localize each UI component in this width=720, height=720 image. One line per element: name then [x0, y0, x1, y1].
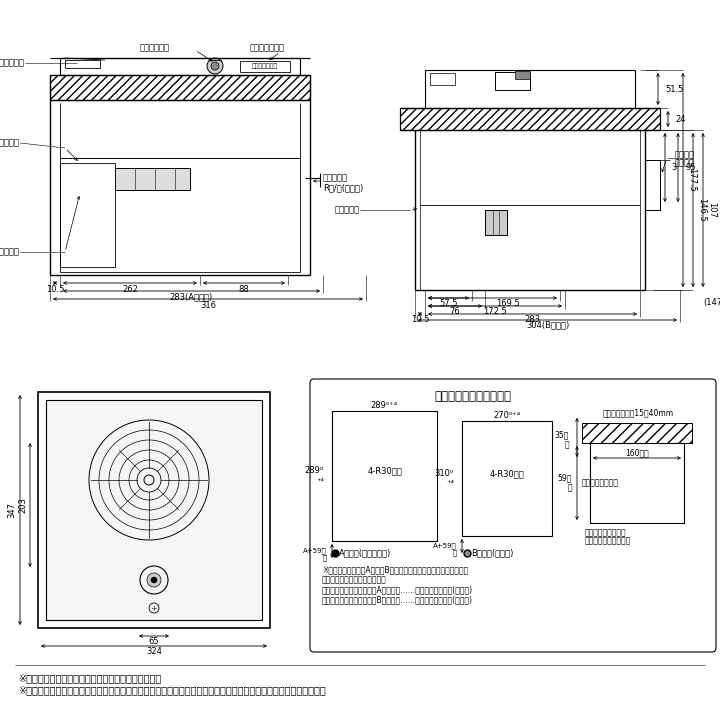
Text: 289⁰
⁺⁴: 289⁰ ⁺⁴ — [305, 467, 324, 486]
Text: 10.5: 10.5 — [46, 284, 64, 294]
Text: 88: 88 — [238, 284, 249, 294]
Circle shape — [151, 577, 157, 583]
Text: 本体案内板: 本体案内板 — [0, 138, 20, 148]
Text: 283(Aタイプ): 283(Aタイプ) — [170, 292, 213, 302]
Bar — [46, 400, 262, 620]
Text: Bタイプ(穴寸法): Bタイプ(穴寸法) — [471, 549, 513, 557]
Text: ワークトップ穴開け寸法: ワークトップ穴開け寸法 — [434, 390, 511, 403]
Text: 器具栓つまみ: 器具栓つまみ — [140, 43, 170, 53]
Bar — [65, 60, 100, 68]
Text: 4-R30以下: 4-R30以下 — [367, 467, 402, 475]
Bar — [495, 72, 530, 90]
Text: 95: 95 — [685, 163, 696, 172]
Text: 本体取付: 本体取付 — [675, 150, 695, 160]
FancyBboxPatch shape — [310, 379, 716, 652]
Text: 347: 347 — [7, 502, 16, 518]
Text: 316: 316 — [200, 300, 216, 310]
Bar — [240, 61, 290, 72]
Text: 304(Bタイプ): 304(Bタイプ) — [526, 320, 569, 330]
Text: 10.5: 10.5 — [411, 315, 429, 323]
Text: 35以
上: 35以 上 — [554, 431, 569, 450]
Text: 310⁰
⁺⁴: 310⁰ ⁺⁴ — [435, 469, 454, 488]
Bar — [332, 411, 437, 541]
Bar — [590, 443, 684, 523]
Text: 76: 76 — [449, 307, 460, 315]
Text: 温度センサー: 温度センサー — [0, 58, 25, 68]
Text: アングル: アングル — [675, 158, 695, 168]
Text: 24: 24 — [675, 114, 685, 124]
Text: 配置されていること。: 配置されていること。 — [585, 536, 631, 546]
Text: A+59以: A+59以 — [303, 548, 327, 554]
Bar — [645, 160, 660, 210]
Bar — [485, 210, 507, 235]
Text: 146.5: 146.5 — [697, 198, 706, 222]
Text: ※取替にあたって、AタイプBタイプのどちらでも設置が可能です。: ※取替にあたって、AタイプBタイプのどちらでも設置が可能です。 — [322, 565, 468, 575]
Text: ※本機器は防火性能評定品であり、周囲に可燃物がある場合は防火性能評定品ラベル内容に従って設置してください: ※本機器は防火性能評定品であり、周囲に可燃物がある場合は防火性能評定品ラベル内容… — [18, 685, 325, 695]
Text: A+59以: A+59以 — [433, 543, 457, 549]
Bar — [400, 108, 660, 130]
Text: (147): (147) — [703, 297, 720, 307]
Text: 270⁰⁺⁴: 270⁰⁺⁴ — [493, 412, 521, 420]
Bar — [515, 71, 530, 79]
Bar — [430, 73, 455, 85]
Text: 電池交換出来る様に: 電池交換出来る様に — [585, 528, 626, 538]
Text: ガス接続口: ガス接続口 — [323, 174, 348, 182]
Text: 172.5: 172.5 — [483, 307, 507, 315]
Text: 283: 283 — [524, 315, 541, 323]
Text: 324: 324 — [146, 647, 162, 657]
Text: 電池交換サイン: 電池交換サイン — [252, 63, 278, 69]
Text: Aタイプ(標準穴寸法): Aタイプ(標準穴寸法) — [339, 549, 391, 557]
Text: １ワークトップ穴開け寸法Aタイプ　……　左右各１ケ使用(計２ケ): １ワークトップ穴開け寸法Aタイプ …… 左右各１ケ使用(計２ケ) — [322, 585, 473, 595]
Text: 本体案内板の取付位置について: 本体案内板の取付位置について — [322, 575, 387, 585]
Text: 上: 上 — [453, 549, 457, 557]
Text: ２ワークトップ穴開け寸法Bタイプ　……　前後各１ケ使用(計２ケ): ２ワークトップ穴開け寸法Bタイプ …… 前後各１ケ使用(計２ケ) — [322, 595, 473, 605]
Bar — [60, 163, 115, 267]
Circle shape — [207, 58, 223, 74]
Text: 4-R30以下: 4-R30以下 — [490, 469, 524, 478]
Bar — [462, 421, 552, 536]
Text: 3: 3 — [671, 163, 676, 172]
Text: 289⁰⁺⁴: 289⁰⁺⁴ — [371, 402, 398, 410]
Text: 107: 107 — [707, 202, 716, 218]
Text: 51.5: 51.5 — [665, 84, 683, 94]
Bar — [50, 75, 310, 100]
Bar — [100, 168, 190, 190]
Circle shape — [211, 62, 219, 70]
Text: ※単体設置タイプにつきオーブン接続はできません。: ※単体設置タイプにつきオーブン接続はできません。 — [18, 673, 161, 683]
Text: カウンター厚み15〜40mm: カウンター厚み15〜40mm — [603, 408, 674, 418]
Text: 177.5: 177.5 — [687, 168, 696, 192]
Text: 電池ケース: 電池ケース — [0, 248, 20, 256]
Text: R１/２(オネジ): R１/２(オネジ) — [323, 184, 364, 192]
Text: 上: 上 — [323, 554, 327, 562]
Text: 262: 262 — [122, 284, 138, 294]
Text: 電池交換サイン: 電池交換サイン — [250, 43, 285, 53]
Circle shape — [147, 573, 161, 587]
Text: 169.5: 169.5 — [495, 299, 519, 307]
Text: 電池交換必要寸法: 電池交換必要寸法 — [582, 479, 619, 487]
Text: 59以
上: 59以 上 — [557, 473, 572, 492]
Text: 65: 65 — [149, 637, 159, 647]
Bar — [38, 392, 270, 628]
Text: 160以上: 160以上 — [625, 449, 649, 457]
Text: 57.5: 57.5 — [439, 299, 458, 307]
Bar — [582, 423, 692, 443]
Text: 本体案内板: 本体案内板 — [335, 205, 360, 215]
Text: 203: 203 — [18, 497, 27, 513]
